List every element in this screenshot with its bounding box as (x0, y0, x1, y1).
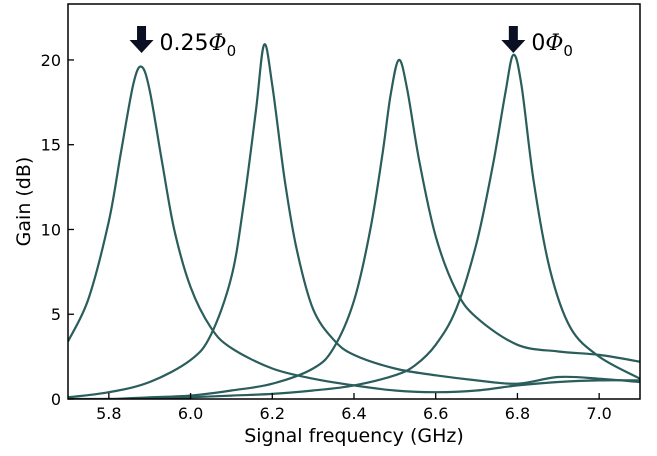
annotation-label-1: 0.25Φ0 (160, 31, 237, 60)
y-tick-label: 20 (41, 51, 61, 70)
tick-layer: 5.8 6.0 6.2 6.4 6.6 6.8 7.0 0 5 10 15 20 (41, 51, 612, 423)
y-tick-label: 15 (41, 136, 61, 155)
x-tick-label: 7.0 (586, 404, 611, 423)
plot-frame (67, 3, 641, 400)
annotation-arrow-2 (501, 26, 526, 53)
annotation-layer: 0.25Φ0 0Φ0 (129, 26, 573, 60)
series-layer (68, 43, 640, 399)
y-tick-label: 5 (51, 305, 61, 324)
x-tick-label: 6.0 (178, 404, 203, 423)
series-line-2 (68, 43, 640, 399)
series-line-4 (68, 53, 640, 399)
annotation-label-2: 0Φ0 (531, 31, 573, 60)
x-tick-label: 6.4 (341, 404, 366, 423)
y-axis-label: Gain (dB) (13, 157, 35, 247)
x-tick-label: 6.6 (423, 404, 448, 423)
annotation-arrow-1 (129, 26, 154, 53)
series-line-1 (68, 65, 640, 394)
x-axis-label: Signal frequency (GHz) (244, 425, 464, 447)
x-tick-label: 5.8 (96, 404, 121, 423)
y-tick-label: 0 (51, 390, 61, 409)
series-line-3 (68, 58, 640, 399)
y-tick-label: 10 (41, 220, 61, 239)
x-tick-label: 6.8 (505, 404, 530, 423)
x-tick-label: 6.2 (260, 404, 285, 423)
